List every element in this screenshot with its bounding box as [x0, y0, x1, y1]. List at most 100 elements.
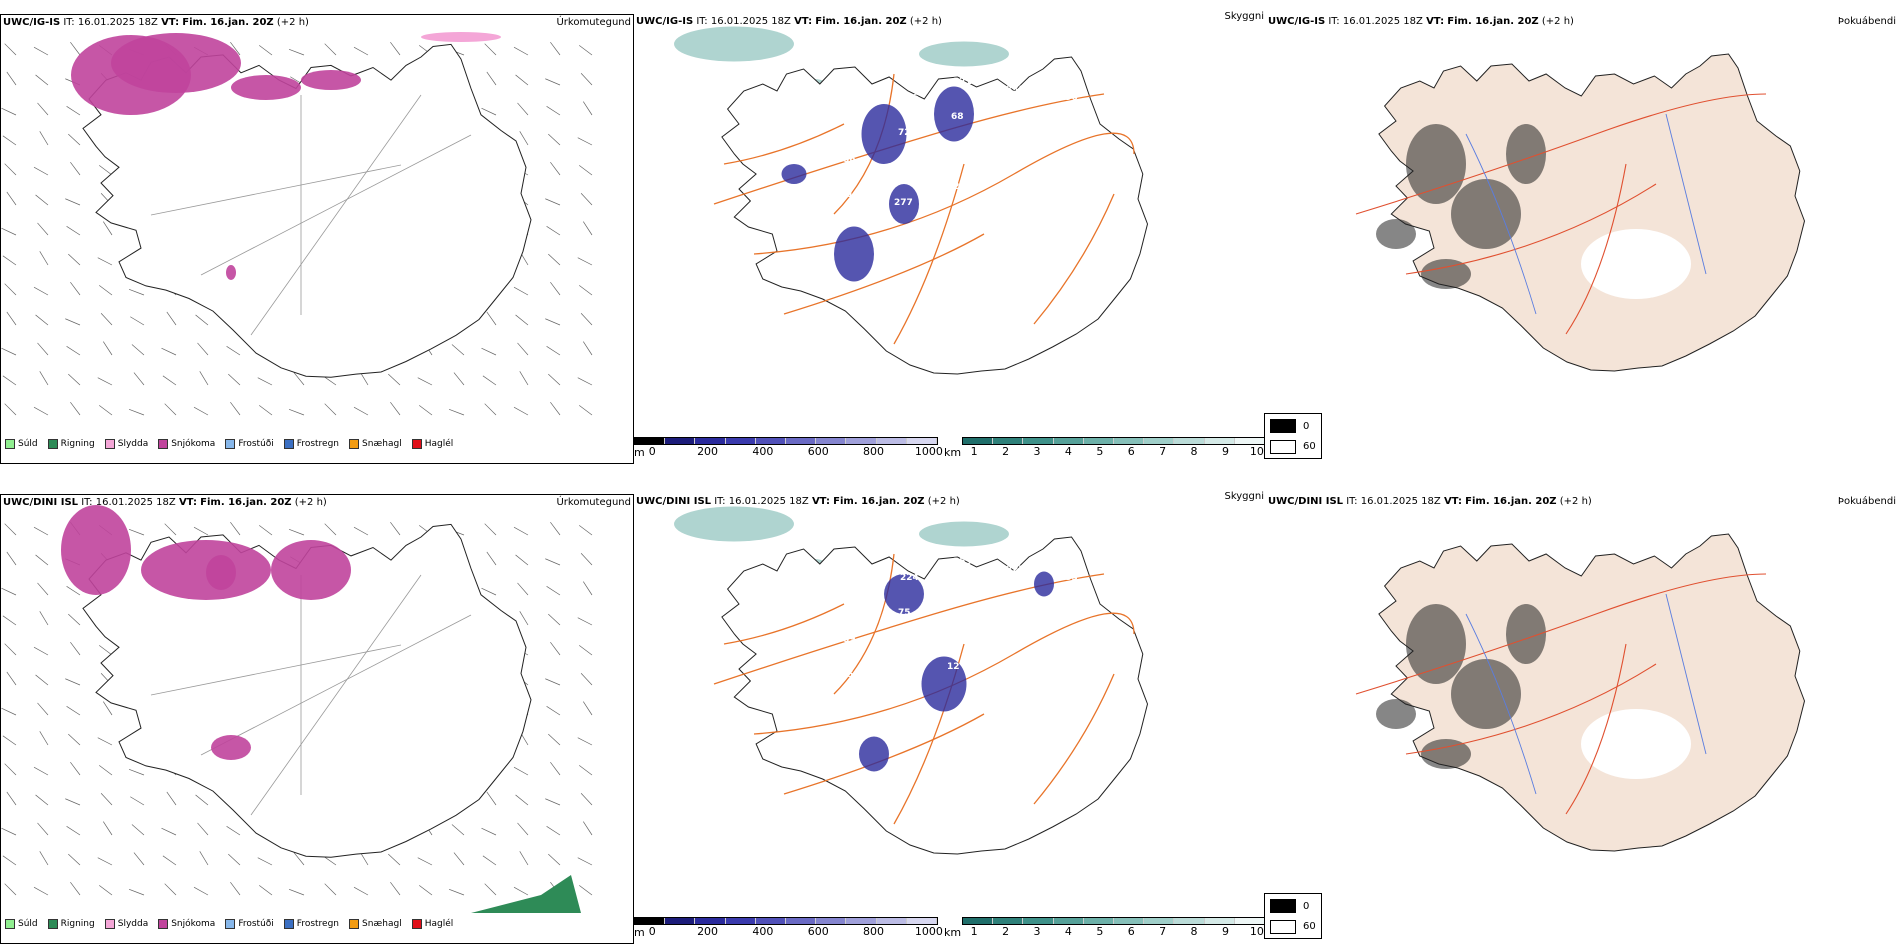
wind-barb: [102, 821, 113, 836]
wind-barb: [419, 885, 433, 896]
low-visibility-area: [674, 26, 794, 62]
legend-item: Haglél: [411, 439, 454, 449]
legend-label: Súld: [18, 919, 38, 929]
wind-barb: [353, 406, 369, 416]
road-line: [723, 603, 845, 645]
legend-label: Haglél: [424, 439, 454, 449]
colorbar-cell: [1083, 918, 1115, 924]
fog-area: [1421, 259, 1471, 289]
colorbar-tick: 800: [863, 925, 885, 938]
colorbar-tick: 1000: [914, 925, 943, 938]
wind-barb: [2, 375, 17, 386]
wind-barb: [66, 585, 81, 596]
colorbar-cells: [634, 917, 938, 925]
wind-barb: [259, 885, 273, 896]
cloud-base-value: 190: [1059, 93, 1078, 103]
wind-barb: [448, 408, 465, 416]
road-line: [1355, 93, 1767, 215]
wind-barb: [228, 373, 241, 386]
wind-barb: [70, 882, 81, 896]
precip-type-label: Úrkomutegund: [556, 17, 631, 28]
colorbar-tick: 2: [1002, 925, 1010, 938]
wind-barb: [37, 582, 49, 596]
colorbar-cell: [846, 918, 877, 924]
cloud-base-colorbar: 0 200 400 600 800 1000: [634, 437, 943, 458]
legend-label: Snæhagl: [362, 439, 402, 449]
wind-barb: [582, 821, 593, 836]
legend-swatch: [411, 919, 422, 929]
wind-barb: [4, 163, 17, 176]
wind-barb: [390, 882, 401, 896]
wind-barb: [133, 372, 145, 386]
cloud-base-unit: m: [634, 446, 645, 459]
wind-barb: [4, 403, 17, 416]
wind-barb: [65, 198, 81, 206]
cloud-base-value: 333: [1059, 573, 1078, 583]
wind-barb: [99, 165, 113, 176]
colorbar-tick: 800: [863, 445, 885, 458]
colorbar-cell: [1023, 438, 1054, 444]
wind-barb: [4, 523, 17, 536]
wind-barb: [517, 822, 529, 836]
wind-barb: [70, 42, 81, 56]
wind-barb: [128, 768, 145, 776]
wind-barb: [65, 798, 81, 806]
wind-barb: [37, 822, 49, 836]
wind-barb: [35, 674, 49, 686]
wind-barb: [97, 257, 113, 266]
snowfall-area: [111, 33, 241, 93]
colorbar-cells: [634, 437, 938, 445]
wind-barb: [2, 255, 17, 266]
wind-barb: [550, 282, 561, 296]
cloud-base-value: 75: [898, 608, 911, 618]
road-line: [723, 123, 845, 165]
road-line: [1405, 663, 1657, 755]
cloud-base-value: 352: [1110, 592, 1129, 602]
wind-barb: [257, 857, 273, 866]
colorbar-tick: 9: [1221, 445, 1229, 458]
wind-barb: [68, 733, 81, 746]
colorbar-tick: 600: [807, 445, 829, 458]
wind-barb: [2, 735, 17, 746]
visibility-label: Skyggni: [1224, 11, 1264, 22]
fog-area: [1506, 604, 1546, 664]
wind-barb: [70, 642, 81, 656]
road-line: [150, 644, 402, 696]
road-line: [753, 132, 1135, 255]
cloud-base-value: 366: [900, 93, 919, 103]
cloud-base-value: 102: [1057, 608, 1076, 618]
colorbar-cell: [635, 438, 666, 444]
colorbar-tick: 7: [1159, 445, 1167, 458]
cloud-base-value: 128: [847, 565, 866, 575]
iceland-land: [1378, 53, 1806, 372]
iceland-land: [1378, 533, 1806, 852]
colorbar-tick: 9: [1221, 925, 1229, 938]
colorbar-tick: 8: [1190, 925, 1198, 938]
legend-label: Snæhagl: [362, 919, 402, 929]
road-line: [833, 553, 895, 695]
wind-barb: [577, 137, 593, 146]
cloud-map-row1: 202 332 366 321 331 190 482 82 72 68 116 97 352 86 79 1…: [674, 26, 1149, 375]
precip-type-label: Úrkomutegund: [556, 497, 631, 508]
legend-swatch: [225, 919, 236, 929]
fog-value-0: 0: [1303, 421, 1310, 432]
wind-barb: [39, 251, 49, 266]
colorbar-cell: [1204, 438, 1235, 444]
colorbar-cell: [1174, 438, 1205, 444]
fog-value-60: 60: [1303, 921, 1316, 932]
wind-barb: [324, 523, 337, 536]
wind-barb: [517, 102, 529, 116]
cloud-base-value: 63: [951, 592, 964, 602]
road-line: [250, 94, 422, 336]
wind-barb: [324, 43, 337, 56]
wind-barb: [166, 311, 177, 326]
colorbar-cell: [906, 438, 938, 444]
cloud-base-area: [834, 226, 874, 282]
colorbar-tick: 200: [697, 925, 719, 938]
colorbar-cells: [962, 917, 1266, 925]
legend-item: Rigning: [47, 439, 95, 449]
fog-area: [1376, 699, 1416, 729]
wind-barb: [6, 671, 17, 686]
wind-barb: [68, 613, 81, 626]
wind-barb: [451, 824, 465, 836]
